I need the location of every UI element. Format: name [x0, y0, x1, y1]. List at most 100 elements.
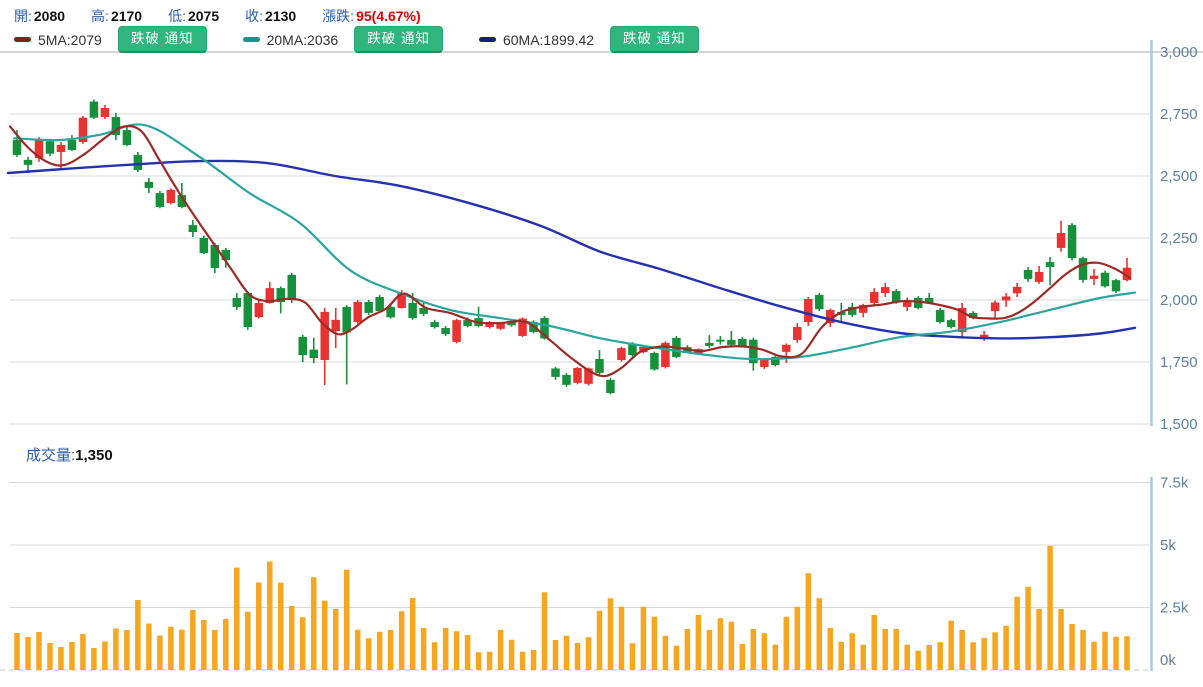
volume-bar	[113, 628, 119, 670]
volume-bar	[365, 638, 372, 670]
volume-bar	[541, 592, 548, 670]
volume-bar	[1025, 586, 1031, 670]
volume-bar	[135, 600, 141, 670]
candle-body	[496, 323, 505, 329]
volume-bar	[981, 638, 987, 670]
volume-bar	[871, 615, 877, 670]
volume-bar	[245, 611, 251, 670]
ma60-swatch-icon	[478, 37, 496, 42]
candle-body	[1067, 225, 1077, 259]
candle-body	[188, 225, 198, 233]
volume-bar	[420, 628, 427, 670]
volume-bar	[695, 615, 702, 670]
volume-bar	[992, 632, 998, 670]
volume-bar	[464, 635, 471, 670]
candle-body	[924, 298, 934, 303]
volume-header: 成交量:1,350	[26, 444, 113, 465]
volume-bar	[816, 598, 823, 670]
price-tick-label: 2,500	[1160, 168, 1198, 185]
volume-bar	[508, 639, 515, 670]
candle-body	[1089, 275, 1099, 279]
volume-bar	[91, 648, 97, 670]
volume-tick-label: 2.5k	[1160, 599, 1189, 616]
volume-gridlines	[10, 482, 1150, 608]
volume-bar	[805, 573, 812, 670]
volume-bar	[223, 619, 229, 670]
candle-body	[1023, 269, 1033, 279]
volume-bar	[728, 621, 735, 670]
volume-bar	[904, 644, 910, 670]
volume-bar	[1080, 630, 1086, 670]
candle-body	[738, 338, 747, 346]
candle-body	[1012, 286, 1022, 294]
volume-bar	[179, 629, 185, 670]
candle-body	[1056, 233, 1066, 248]
volume-bar	[25, 637, 31, 670]
candle-body	[331, 319, 340, 331]
volume-bar	[530, 650, 537, 670]
candle-body	[210, 244, 220, 269]
volume-bar	[684, 629, 691, 670]
candle-body	[815, 295, 824, 310]
candle-body	[386, 306, 395, 318]
volume-bar	[475, 652, 482, 670]
candle-body	[847, 306, 857, 315]
volume-bar	[563, 635, 570, 670]
volume-bar	[256, 582, 262, 670]
candle-body	[935, 309, 945, 323]
candle-body	[1100, 272, 1110, 287]
ma20-breach-alert-button[interactable]: 跌破 通知	[354, 26, 443, 53]
ma5-label: 5MA:2079	[38, 31, 102, 48]
candle-body	[661, 342, 670, 367]
candle-body	[617, 348, 626, 361]
open-label: 開:	[14, 8, 32, 24]
volume-bar	[706, 630, 713, 670]
candle-body	[968, 312, 978, 319]
candle-body	[1045, 262, 1055, 268]
candle-body	[979, 334, 989, 338]
candle-body	[749, 339, 758, 364]
volume-bar	[102, 641, 108, 670]
candle-body	[782, 344, 791, 352]
candle-body	[628, 343, 637, 356]
volume-bar	[453, 631, 460, 670]
volume-bar	[607, 598, 614, 670]
candle-body	[100, 108, 110, 117]
high-value: 2170	[110, 8, 143, 24]
volume-bar	[794, 606, 801, 670]
volume-bar	[58, 647, 64, 670]
volume-bar	[750, 629, 757, 670]
candle-body	[133, 154, 143, 171]
volume-bar	[1058, 609, 1064, 670]
candle-body	[606, 379, 615, 393]
candle-body	[946, 320, 956, 328]
candle-body	[858, 304, 868, 313]
candle-body	[990, 302, 1000, 312]
volume-bar	[47, 643, 53, 670]
volume-bar	[893, 629, 899, 670]
ma60-label: 60MA:1899.42	[502, 31, 595, 48]
volume-bar	[299, 617, 306, 670]
volume-value: 1,350	[75, 447, 113, 464]
volume-bar	[860, 644, 866, 670]
volume-bar	[948, 620, 954, 670]
ma5-group: 5MA:2079 跌破 通知	[14, 26, 207, 53]
candle-body	[243, 293, 253, 328]
candle-body	[507, 321, 516, 326]
volume-tick-label: 5k	[1160, 537, 1176, 554]
candle-body	[441, 328, 450, 334]
candle-body	[265, 288, 275, 303]
ma60-breach-alert-button[interactable]: 跌破 通知	[610, 26, 699, 53]
volume-bar	[278, 582, 284, 670]
volume-bar	[1014, 596, 1020, 670]
candle-body	[804, 299, 813, 323]
volume-tick-label: 7.5k	[1160, 474, 1189, 491]
candle-body	[595, 359, 604, 373]
volume-bar	[519, 651, 526, 670]
candle-body	[12, 140, 22, 155]
candle-body	[155, 193, 165, 207]
ma5-breach-alert-button[interactable]: 跌破 通知	[117, 26, 207, 53]
volume-bars-layer	[14, 545, 1130, 670]
low-label: 低:	[168, 8, 186, 24]
